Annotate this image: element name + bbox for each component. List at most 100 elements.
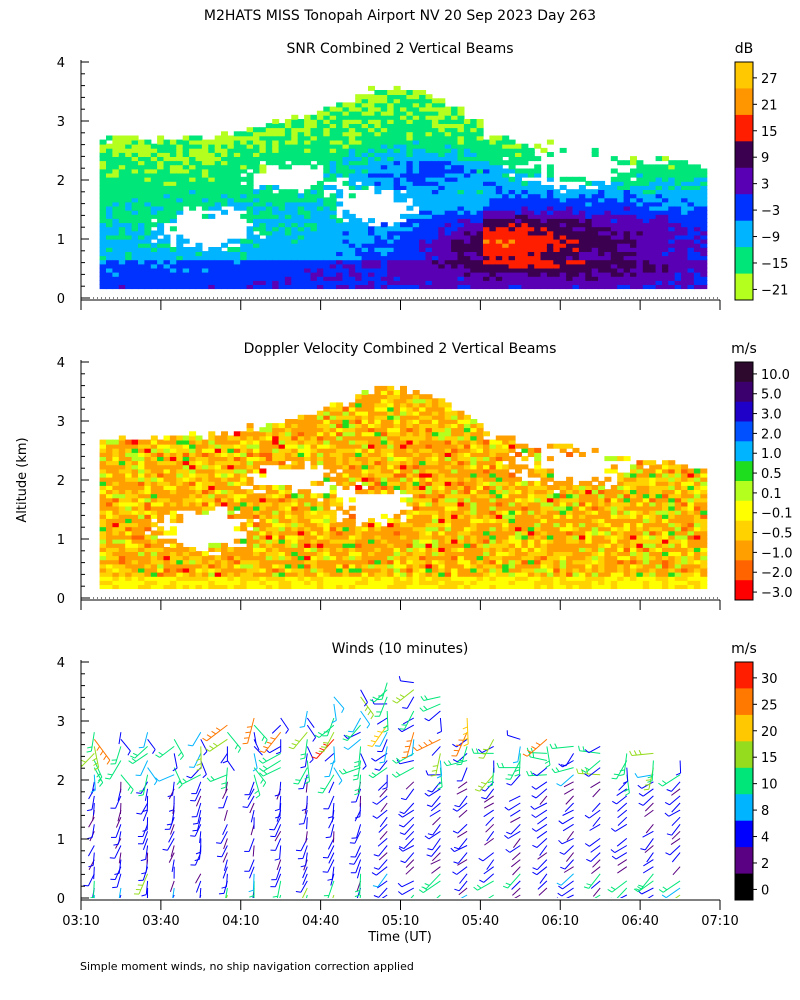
snr-cell bbox=[393, 271, 401, 277]
doppler-cell bbox=[144, 456, 152, 462]
snr-cell bbox=[566, 213, 574, 219]
snr-cell bbox=[572, 197, 580, 203]
snr-cell bbox=[502, 267, 510, 273]
snr-cell bbox=[438, 242, 446, 248]
snr-cell bbox=[655, 218, 663, 224]
snr-cell bbox=[380, 164, 388, 170]
doppler-cell bbox=[387, 447, 395, 453]
doppler-cell bbox=[125, 534, 133, 540]
doppler-cell bbox=[106, 534, 113, 540]
snr-cell bbox=[693, 263, 701, 269]
snr-cell bbox=[572, 247, 580, 252]
doppler-cell bbox=[208, 452, 216, 457]
snr-cell bbox=[329, 119, 337, 124]
snr-cell bbox=[221, 193, 228, 199]
doppler-cell bbox=[374, 489, 382, 495]
snr-cell bbox=[610, 189, 618, 195]
snr-cell bbox=[272, 280, 280, 285]
doppler-cell bbox=[368, 460, 375, 466]
snr-cell bbox=[527, 280, 535, 285]
snr-cell bbox=[489, 213, 497, 219]
snr-cell bbox=[310, 139, 318, 145]
snr-cell bbox=[393, 230, 401, 236]
doppler-cell bbox=[355, 547, 363, 552]
snr-cell bbox=[540, 147, 548, 153]
snr-cell bbox=[355, 143, 363, 149]
doppler-cell bbox=[259, 443, 267, 449]
doppler-cell bbox=[259, 447, 267, 453]
doppler-cell bbox=[144, 559, 152, 565]
snr-cell bbox=[572, 230, 580, 236]
snr-cell bbox=[566, 284, 574, 290]
snr-cell bbox=[246, 147, 254, 153]
doppler-cell bbox=[112, 542, 120, 548]
doppler-cell bbox=[323, 439, 331, 445]
snr-cell bbox=[610, 218, 618, 224]
snr-cell bbox=[106, 255, 113, 261]
snr-cell bbox=[380, 180, 388, 186]
doppler-cell bbox=[380, 555, 388, 561]
doppler-cell bbox=[118, 452, 126, 457]
snr-cell bbox=[304, 242, 312, 248]
doppler-cell bbox=[125, 526, 133, 532]
snr-cell bbox=[578, 185, 586, 190]
doppler-cell bbox=[182, 435, 190, 441]
snr-cell bbox=[610, 238, 618, 244]
snr-cell bbox=[297, 127, 305, 133]
snr-cell bbox=[400, 247, 407, 252]
snr-cell bbox=[438, 218, 446, 224]
snr-cell bbox=[393, 94, 401, 100]
doppler-cell bbox=[368, 452, 375, 457]
snr-cell bbox=[272, 160, 280, 166]
doppler-cell bbox=[291, 423, 299, 429]
snr-cell bbox=[662, 209, 669, 215]
doppler-cell bbox=[208, 580, 216, 585]
doppler-cell bbox=[246, 443, 254, 449]
snr-cell bbox=[534, 180, 542, 186]
snr-cell bbox=[553, 251, 561, 257]
doppler-cell bbox=[99, 468, 107, 474]
doppler-cell bbox=[265, 435, 273, 441]
snr-cell bbox=[387, 242, 395, 248]
snr-cell bbox=[521, 280, 529, 285]
snr-cell bbox=[106, 201, 113, 207]
doppler-cell bbox=[144, 452, 152, 457]
snr-cell bbox=[546, 205, 554, 211]
snr-cell bbox=[297, 131, 305, 137]
doppler-cell bbox=[106, 580, 113, 585]
snr-cell bbox=[431, 271, 439, 277]
snr-cell bbox=[125, 185, 133, 190]
snr-cell bbox=[406, 94, 414, 100]
snr-cell bbox=[591, 247, 599, 252]
snr-cell bbox=[259, 284, 267, 290]
doppler-cell bbox=[374, 385, 382, 391]
snr-cell bbox=[368, 147, 375, 153]
snr-cell bbox=[591, 205, 599, 211]
doppler-cell bbox=[246, 563, 254, 569]
snr-cell bbox=[668, 168, 676, 174]
snr-cell bbox=[412, 94, 420, 100]
snr-cell bbox=[470, 271, 478, 277]
snr-cell bbox=[387, 238, 395, 244]
doppler-cell bbox=[310, 447, 318, 453]
snr-cell bbox=[112, 234, 120, 240]
snr-cell bbox=[662, 201, 669, 207]
snr-cell bbox=[169, 168, 177, 174]
snr-cell bbox=[246, 131, 254, 137]
doppler-cell bbox=[272, 509, 280, 515]
snr-cell bbox=[483, 201, 490, 207]
snr-cell bbox=[693, 180, 701, 186]
snr-cell bbox=[304, 238, 312, 244]
snr-cell bbox=[144, 242, 152, 248]
snr-cell bbox=[304, 189, 312, 195]
snr-cell bbox=[534, 238, 542, 244]
doppler-cell bbox=[316, 431, 324, 437]
doppler-cell bbox=[310, 423, 318, 429]
snr-cell bbox=[591, 197, 599, 203]
doppler-cell bbox=[297, 419, 305, 424]
doppler-cell bbox=[380, 427, 388, 433]
snr-cell bbox=[470, 168, 478, 174]
doppler-cell bbox=[387, 526, 395, 532]
snr-cell bbox=[201, 152, 209, 157]
